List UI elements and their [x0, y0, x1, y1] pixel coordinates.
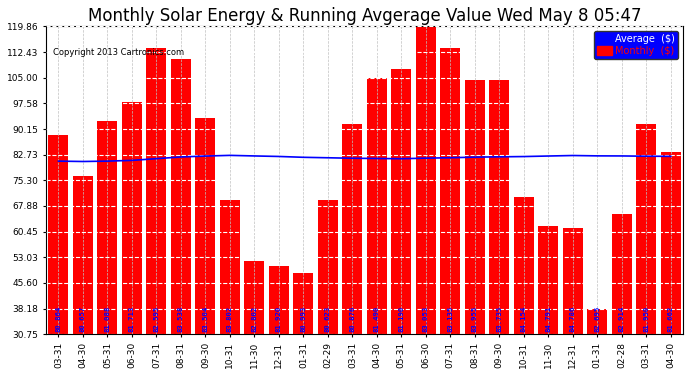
Text: 81.950: 81.950	[643, 306, 649, 333]
Text: 80.993: 80.993	[300, 306, 306, 333]
Text: 82.914: 82.914	[619, 306, 625, 333]
Bar	[367, 78, 387, 334]
Bar	[318, 200, 338, 334]
Text: 80.876: 80.876	[349, 306, 355, 333]
Text: 81.662: 81.662	[668, 306, 674, 333]
Text: 84.791: 84.791	[545, 306, 551, 333]
Bar	[171, 59, 191, 334]
Bar	[220, 200, 240, 334]
Bar	[269, 266, 289, 334]
Bar	[465, 80, 485, 334]
Bar	[244, 261, 264, 334]
Text: 81.490: 81.490	[374, 306, 380, 333]
Bar	[661, 152, 681, 334]
Bar	[636, 124, 656, 334]
Bar	[97, 121, 117, 334]
Bar	[73, 176, 93, 334]
Bar	[489, 80, 509, 334]
Bar	[122, 102, 142, 334]
Text: 81.713: 81.713	[129, 306, 135, 333]
Bar	[416, 27, 436, 334]
Bar	[48, 135, 68, 334]
Text: 83.955: 83.955	[472, 306, 478, 333]
Bar	[293, 273, 313, 334]
Text: 80.864: 80.864	[55, 306, 61, 333]
Text: 83.802: 83.802	[227, 306, 233, 333]
Text: 82.802: 82.802	[251, 306, 257, 333]
Text: 83.538: 83.538	[178, 306, 184, 333]
Text: 81.920: 81.920	[276, 306, 282, 333]
Text: 83.135: 83.135	[447, 306, 453, 333]
Bar	[342, 124, 362, 334]
Text: 81.190: 81.190	[398, 306, 404, 333]
Text: 84.154: 84.154	[521, 306, 527, 333]
Bar	[538, 226, 558, 334]
Legend: Average  ($), Monthly  ($): Average ($), Monthly ($)	[594, 32, 678, 58]
Text: 83.053: 83.053	[423, 306, 429, 333]
Text: 80.657: 80.657	[80, 306, 86, 333]
Text: 82.695: 82.695	[594, 306, 600, 333]
Text: 83.735: 83.735	[496, 306, 502, 333]
Bar	[587, 309, 607, 334]
Bar	[440, 48, 460, 334]
Title: Monthly Solar Energy & Running Avgerage Value Wed May 8 05:47: Monthly Solar Energy & Running Avgerage …	[88, 7, 642, 25]
Text: Copyright 2013 Cartronics.com: Copyright 2013 Cartronics.com	[52, 48, 184, 57]
Text: 81.088: 81.088	[104, 306, 110, 333]
Bar	[612, 214, 632, 334]
Text: 80.623: 80.623	[325, 306, 331, 333]
Bar	[391, 69, 411, 334]
Bar	[146, 48, 166, 334]
Bar	[514, 197, 534, 334]
Text: 84.786: 84.786	[570, 306, 576, 333]
Text: 83.504: 83.504	[202, 306, 208, 333]
Text: 82.595: 82.595	[153, 306, 159, 333]
Bar	[195, 117, 215, 334]
Bar	[563, 228, 583, 334]
